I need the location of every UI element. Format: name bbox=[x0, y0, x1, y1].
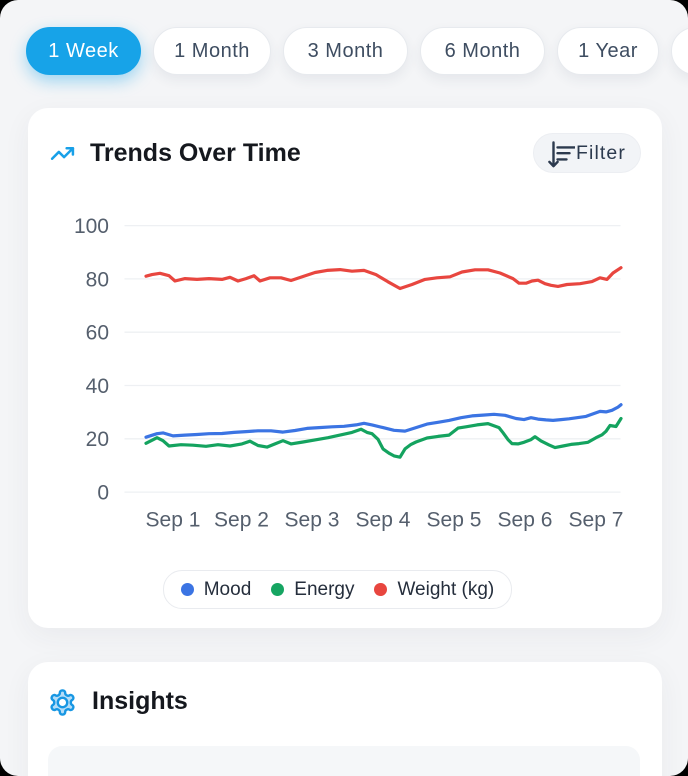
svg-text:Sep 4: Sep 4 bbox=[356, 509, 411, 532]
svg-text:Sep 6: Sep 6 bbox=[498, 509, 553, 532]
svg-text:20: 20 bbox=[86, 428, 109, 451]
svg-text:100: 100 bbox=[74, 215, 109, 238]
svg-text:Sep 5: Sep 5 bbox=[427, 509, 482, 532]
svg-text:80: 80 bbox=[86, 268, 109, 291]
svg-text:0: 0 bbox=[97, 482, 109, 505]
svg-text:Sep 3: Sep 3 bbox=[285, 509, 340, 532]
svg-text:Sep 7: Sep 7 bbox=[569, 509, 624, 532]
svg-text:40: 40 bbox=[86, 375, 109, 398]
svg-text:Sep 2: Sep 2 bbox=[214, 509, 269, 532]
svg-text:60: 60 bbox=[86, 322, 109, 345]
svg-text:Sep 1: Sep 1 bbox=[146, 509, 201, 532]
